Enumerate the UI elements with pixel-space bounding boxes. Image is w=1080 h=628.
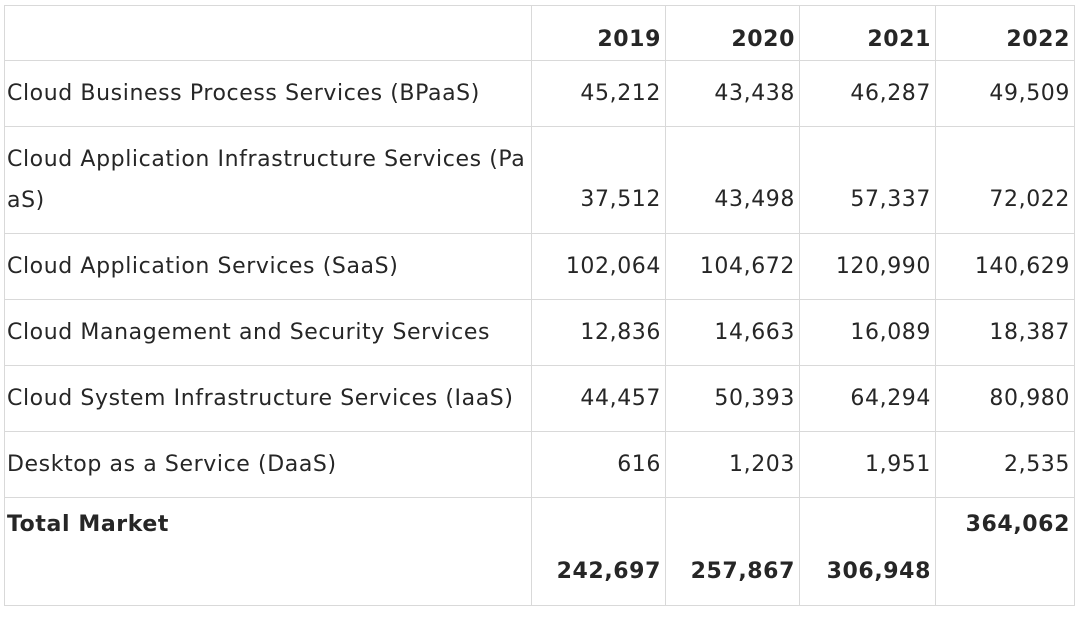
row-label: Cloud Application Infrastructure Service… — [4, 126, 532, 234]
row-label: Cloud Application Services (SaaS) — [4, 233, 532, 300]
total-2019: 242,697 — [531, 497, 666, 606]
cell-2022: 140,629 — [935, 233, 1075, 300]
cell-2019: 12,836 — [531, 299, 666, 366]
row-label: Cloud Management and Security Services — [4, 299, 532, 366]
cell-2022: 2,535 — [935, 431, 1075, 498]
table-row: Cloud Business Process Services (BPaaS) … — [4, 60, 1075, 127]
header-2022: 2022 — [935, 5, 1075, 61]
cloud-market-table: 2019 2020 2021 2022 Cloud Business Proce… — [4, 5, 1075, 606]
table-row: Cloud Application Services (SaaS) 102,06… — [4, 233, 1075, 300]
header-empty-cell — [4, 5, 532, 61]
cell-2020: 104,672 — [665, 233, 800, 300]
cell-2021: 16,089 — [799, 299, 936, 366]
cell-2019: 102,064 — [531, 233, 666, 300]
cell-2019: 616 — [531, 431, 666, 498]
cell-2020: 1,203 — [665, 431, 800, 498]
total-row: Total Market 242,697 257,867 306,948 364… — [4, 497, 1075, 606]
cell-2020: 43,498 — [665, 126, 800, 234]
header-2021: 2021 — [799, 5, 936, 61]
total-2021: 306,948 — [799, 497, 936, 606]
total-2020: 257,867 — [665, 497, 800, 606]
table-row: Cloud Management and Security Services 1… — [4, 299, 1075, 366]
row-label: Desktop as a Service (DaaS) — [4, 431, 532, 498]
row-label: Cloud Business Process Services (BPaaS) — [4, 60, 532, 127]
cell-2019: 44,457 — [531, 365, 666, 432]
row-label-line2: aS) — [7, 188, 45, 213]
header-row: 2019 2020 2021 2022 — [4, 5, 1075, 61]
cell-2021: 57,337 — [799, 126, 936, 234]
cell-2019: 37,512 — [531, 126, 666, 234]
cell-2022: 72,022 — [935, 126, 1075, 234]
table-row: Cloud Application Infrastructure Service… — [4, 126, 1075, 234]
cell-2020: 50,393 — [665, 365, 800, 432]
table-row: Desktop as a Service (DaaS) 616 1,203 1,… — [4, 431, 1075, 498]
row-label: Cloud System Infrastructure Services (Ia… — [4, 365, 532, 432]
header-2019: 2019 — [531, 5, 666, 61]
cell-2021: 64,294 — [799, 365, 936, 432]
total-2022: 364,062 — [935, 497, 1075, 606]
market-table-container: 2019 2020 2021 2022 Cloud Business Proce… — [4, 5, 1075, 606]
cell-2021: 46,287 — [799, 60, 936, 127]
cell-2022: 18,387 — [935, 299, 1075, 366]
cell-2020: 43,438 — [665, 60, 800, 127]
cell-2021: 1,951 — [799, 431, 936, 498]
cell-2021: 120,990 — [799, 233, 936, 300]
table-row: Cloud System Infrastructure Services (Ia… — [4, 365, 1075, 432]
header-2020: 2020 — [665, 5, 800, 61]
cell-2020: 14,663 — [665, 299, 800, 366]
total-label: Total Market — [4, 497, 532, 606]
row-label-line1: Cloud Application Infrastructure Service… — [7, 147, 526, 172]
cell-2019: 45,212 — [531, 60, 666, 127]
cell-2022: 80,980 — [935, 365, 1075, 432]
cell-2022: 49,509 — [935, 60, 1075, 127]
